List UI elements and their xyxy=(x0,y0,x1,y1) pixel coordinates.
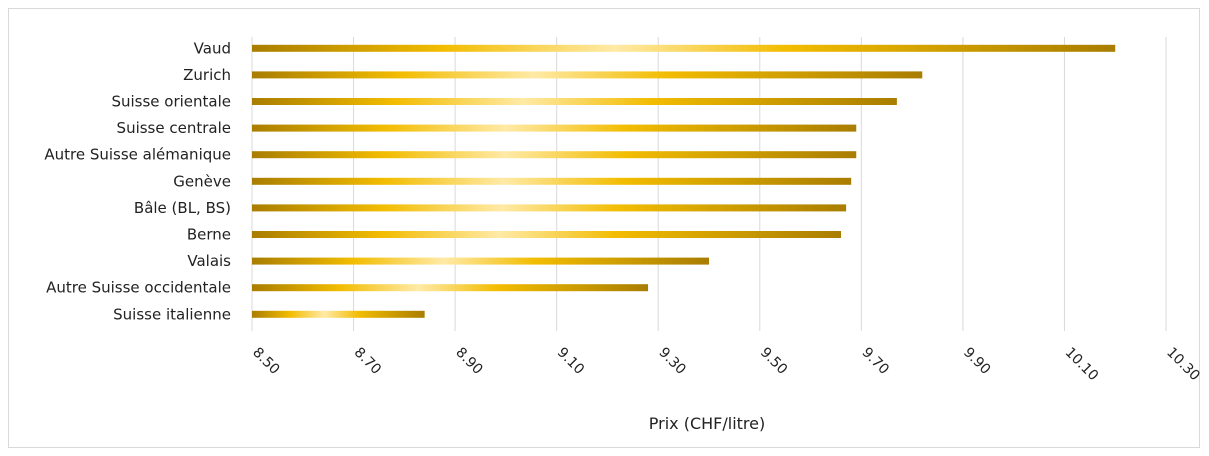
x-tick-label: 8.70 xyxy=(351,345,384,378)
category-label: Genève xyxy=(173,172,231,190)
bar xyxy=(252,151,856,158)
bar xyxy=(252,204,846,211)
bar xyxy=(252,98,897,105)
x-tick-label: 9.70 xyxy=(859,345,892,378)
bar xyxy=(252,284,648,291)
category-label: Suisse italienne xyxy=(113,305,231,323)
bar-chart: Vaud Zurich Suisse orientale Suisse central… xyxy=(9,9,1201,449)
bar xyxy=(252,125,856,132)
x-tick-label: 10.30 xyxy=(1163,345,1201,385)
category-label: Autre Suisse alémanique xyxy=(44,146,231,164)
category-label: Autre Suisse occidentale xyxy=(46,279,231,297)
x-tick-label: 9.50 xyxy=(757,345,790,378)
bar xyxy=(252,45,1115,52)
x-tick-label: 9.90 xyxy=(960,345,993,378)
bar xyxy=(252,178,851,185)
category-label: Suisse orientale xyxy=(111,93,231,111)
x-tick-label: 8.50 xyxy=(249,345,282,378)
x-tick-label: 10.10 xyxy=(1062,345,1102,385)
x-axis-title: Prix (CHF/litre) xyxy=(649,414,765,433)
bar xyxy=(252,258,709,265)
category-label: Suisse centrale xyxy=(117,119,231,137)
category-label: Berne xyxy=(187,226,231,244)
bar xyxy=(252,311,425,318)
category-label: Bâle (BL, BS) xyxy=(134,199,231,217)
category-label: Zurich xyxy=(183,66,231,84)
bar xyxy=(252,71,922,78)
x-tick-label: 9.30 xyxy=(655,345,688,378)
category-labels: Vaud Zurich Suisse orientale Suisse central… xyxy=(44,39,231,323)
x-tick-labels: 8.50 8.70 8.90 9.10 9.30 9.50 9.70 9.90 10.10 10.… xyxy=(249,345,1201,385)
chart-frame: Vaud Zurich Suisse orientale Suisse central… xyxy=(8,8,1200,448)
bar xyxy=(252,231,841,238)
x-tick-label: 9.10 xyxy=(554,345,587,378)
category-label: Valais xyxy=(187,252,231,270)
bars xyxy=(252,45,1115,318)
category-label: Vaud xyxy=(194,39,231,57)
x-tick-label: 8.90 xyxy=(452,345,485,378)
